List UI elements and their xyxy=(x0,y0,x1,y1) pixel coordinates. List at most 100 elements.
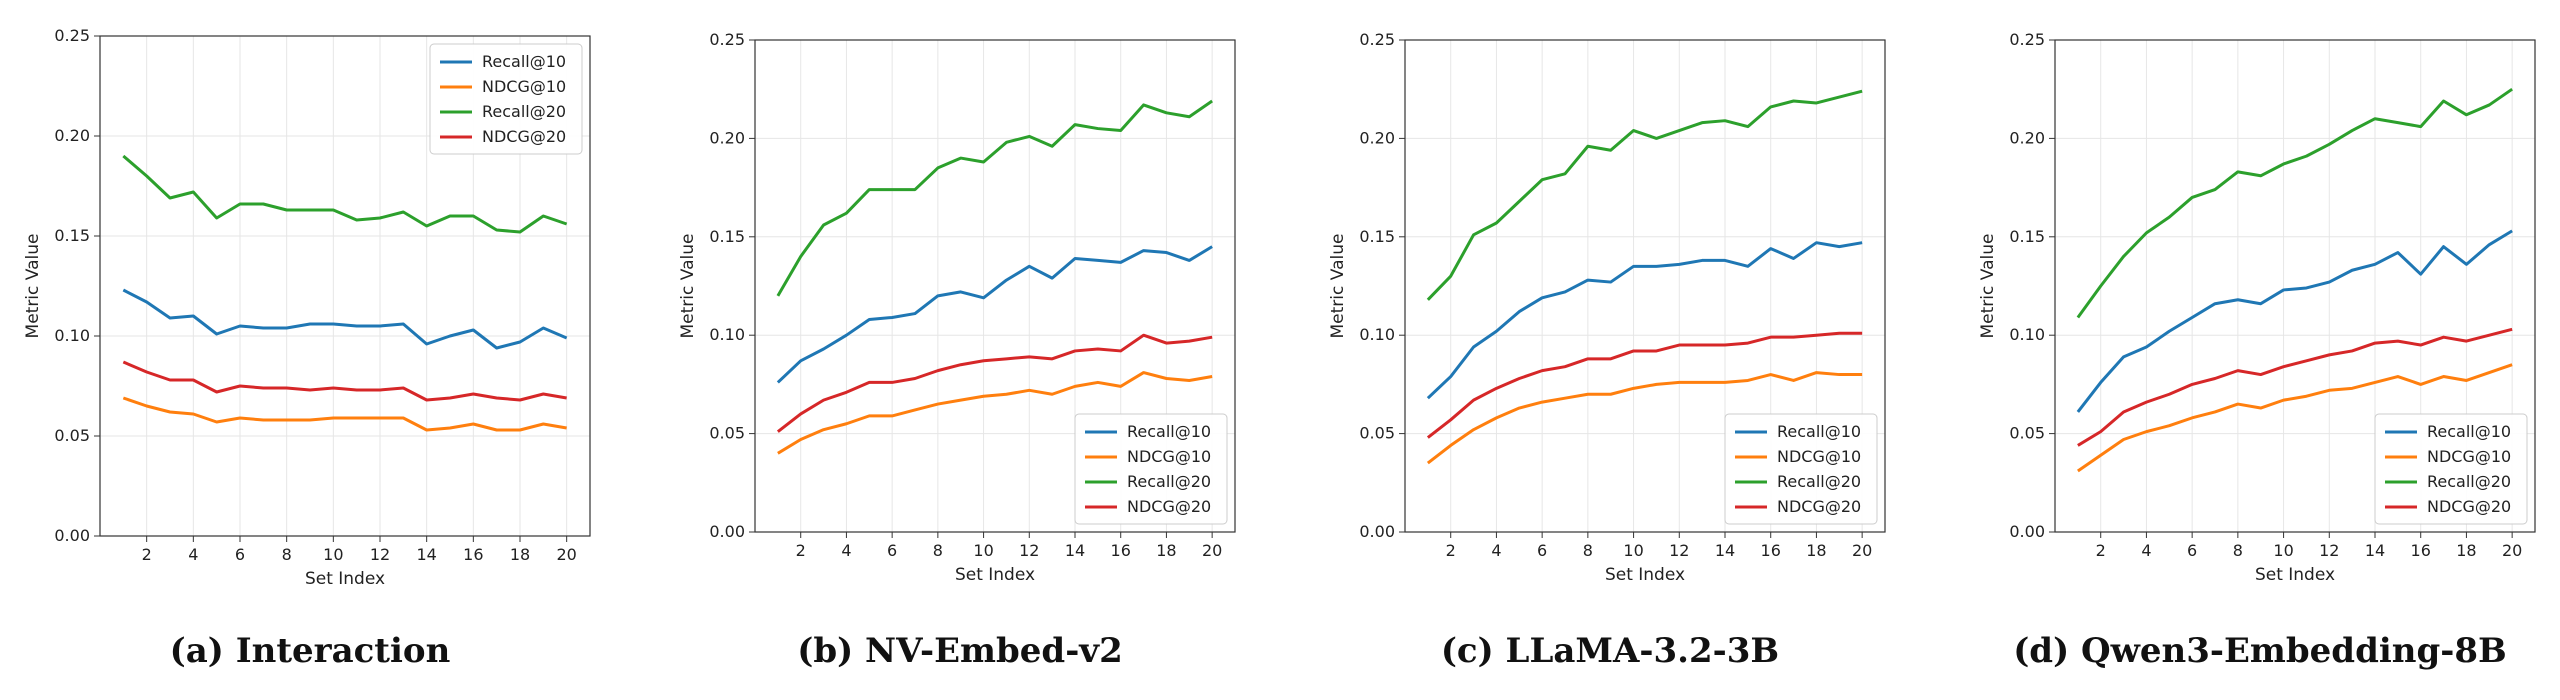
x-tick-label: 4 xyxy=(1491,541,1501,560)
series-line-recall-at-10 xyxy=(776,245,1213,384)
y-axis-label: Metric Value xyxy=(1328,234,1348,339)
legend-box xyxy=(1724,413,1878,525)
legend-label: NDCG@20 xyxy=(1127,497,1211,516)
y-tick-label: 0.10 xyxy=(54,326,90,345)
legend-label: Recall@10 xyxy=(1127,422,1211,441)
y-tick-label: 0.25 xyxy=(709,30,745,49)
series-line-ndcg-at-10 xyxy=(777,371,1213,455)
x-tick-label: 2 xyxy=(796,541,806,560)
chart-panel-3: 2 4 6 8 10 12 14 16 18 20 0.00 0.05 0.10 0.15 0.20 0.25… xyxy=(1328,30,1886,585)
x-tick-label: 6 xyxy=(2187,541,2197,560)
x-tick-label: 14 xyxy=(1065,541,1085,560)
series-line-recall-at-20 xyxy=(122,154,568,234)
legend-label: NDCG@10 xyxy=(1777,447,1861,466)
x-tick-label: 8 xyxy=(282,545,292,564)
plot-frame xyxy=(2054,39,2536,533)
chart-panel-2: 2 4 6 8 10 12 14 16 18 20 0.00 0.05 0.10 0.15 0.20 0.25… xyxy=(678,30,1236,585)
subfigure-caption: (d) Qwen3-Embedding-8B xyxy=(2013,631,2507,671)
series-line-ndcg-at-20 xyxy=(1426,331,1863,439)
y-tick-label: 0.25 xyxy=(1359,30,1395,49)
y-tick-label: 0.20 xyxy=(54,126,90,145)
y-tick-label: 0.00 xyxy=(709,522,745,541)
y-tick-label: 0.00 xyxy=(2009,522,2045,541)
legend-box xyxy=(2374,413,2528,525)
x-tick-label: 20 xyxy=(1852,541,1872,560)
subfigure-caption: (b) NV-Embed-v2 xyxy=(797,631,1122,671)
x-tick-label: 10 xyxy=(2273,541,2293,560)
x-tick-label: 2 xyxy=(142,545,152,564)
x-tick-label: 6 xyxy=(887,541,897,560)
legend-label: Recall@20 xyxy=(2427,472,2511,491)
y-tick-label: 0.05 xyxy=(1359,424,1395,443)
series-line-recall-at-10 xyxy=(2076,229,2513,413)
y-tick-label: 0.10 xyxy=(2009,325,2045,344)
legend: Recall@10 NDCG@10 Recall@20 NDCG@20 xyxy=(429,43,583,155)
y-tick-label: 0.20 xyxy=(2009,128,2045,147)
x-tick-label: 4 xyxy=(188,545,198,564)
y-tick-label: 0.10 xyxy=(709,325,745,344)
x-axis-label: Set Index xyxy=(2255,565,2335,585)
y-tick-label: 0.25 xyxy=(54,26,90,45)
series-line-recall-at-10 xyxy=(122,288,568,350)
x-tick-label: 20 xyxy=(1202,541,1222,560)
x-tick-label: 8 xyxy=(1583,541,1593,560)
y-tick-label: 0.15 xyxy=(709,227,745,246)
y-axis-label: Metric Value xyxy=(678,234,698,339)
series-line-ndcg-at-20 xyxy=(2077,327,2513,447)
y-tick-label: 0.15 xyxy=(2009,227,2045,246)
legend: Recall@10 NDCG@10 Recall@20 NDCG@20 xyxy=(1724,413,1878,525)
legend-label: NDCG@10 xyxy=(482,77,566,96)
y-tick-label: 0.00 xyxy=(1359,522,1395,541)
x-tick-label: 4 xyxy=(841,541,851,560)
legend-label: NDCG@20 xyxy=(1777,497,1861,516)
subfigure-caption: (a) Interaction xyxy=(170,631,451,671)
y-tick-label: 0.05 xyxy=(54,426,90,445)
x-tick-label: 18 xyxy=(1806,541,1826,560)
x-tick-label: 2 xyxy=(2096,541,2106,560)
x-tick-label: 10 xyxy=(323,545,343,564)
y-tick-label: 0.15 xyxy=(54,226,90,245)
x-tick-label: 12 xyxy=(2319,541,2339,560)
legend-label: NDCG@20 xyxy=(2427,497,2511,516)
legend-label: Recall@10 xyxy=(482,52,566,71)
x-axis-label: Set Index xyxy=(1605,565,1685,585)
x-tick-label: 6 xyxy=(235,545,245,564)
x-tick-label: 8 xyxy=(933,541,943,560)
series-line-ndcg-at-10 xyxy=(122,396,567,432)
legend-label: Recall@20 xyxy=(1777,472,1861,491)
x-tick-label: 18 xyxy=(510,545,530,564)
y-axis-label: Metric Value xyxy=(23,234,43,339)
plot-frame xyxy=(99,35,591,537)
y-tick-label: 0.25 xyxy=(2009,30,2045,49)
series-line-recall-at-20 xyxy=(776,99,1213,297)
x-tick-label: 20 xyxy=(556,545,576,564)
x-tick-label: 14 xyxy=(1715,541,1735,560)
legend-label: Recall@20 xyxy=(1127,472,1211,491)
y-tick-label: 0.20 xyxy=(709,128,745,147)
x-tick-label: 12 xyxy=(1019,541,1039,560)
legend-label: NDCG@20 xyxy=(482,127,566,146)
x-tick-label: 14 xyxy=(2365,541,2385,560)
legend: Recall@10 NDCG@10 Recall@20 NDCG@20 xyxy=(2374,413,2528,525)
x-tick-label: 10 xyxy=(1623,541,1643,560)
subfigure-caption: (c) LLaMA-3.2-3B xyxy=(1441,631,1779,671)
legend-box xyxy=(429,43,583,155)
legend-label: NDCG@10 xyxy=(1127,447,1211,466)
y-tick-label: 0.05 xyxy=(2009,424,2045,443)
chart-panel-4: 2 4 6 8 10 12 14 16 18 20 0.00 0.05 0.10 0.15 0.20 0.25… xyxy=(1978,30,2536,585)
x-axis-label: Set Index xyxy=(305,569,385,589)
plot-frame xyxy=(1404,39,1886,533)
legend: Recall@10 NDCG@10 Recall@20 NDCG@20 xyxy=(1074,413,1228,525)
series-line-ndcg-at-10 xyxy=(2077,363,2513,473)
plot-frame xyxy=(754,39,1236,533)
series-line-recall-at-10 xyxy=(1426,241,1863,400)
chart-panel-1: 2 4 6 8 10 12 14 16 18 20 0.00 0.05 0.10 0.15 0.20 0.25… xyxy=(23,26,591,589)
x-tick-label: 18 xyxy=(1156,541,1176,560)
legend-label: Recall@10 xyxy=(2427,422,2511,441)
y-tick-label: 0.00 xyxy=(54,526,90,545)
y-tick-label: 0.05 xyxy=(709,424,745,443)
legend-label: Recall@10 xyxy=(1777,422,1861,441)
series-line-ndcg-at-10 xyxy=(1426,371,1863,465)
x-tick-label: 4 xyxy=(2141,541,2151,560)
legend-box xyxy=(1074,413,1228,525)
